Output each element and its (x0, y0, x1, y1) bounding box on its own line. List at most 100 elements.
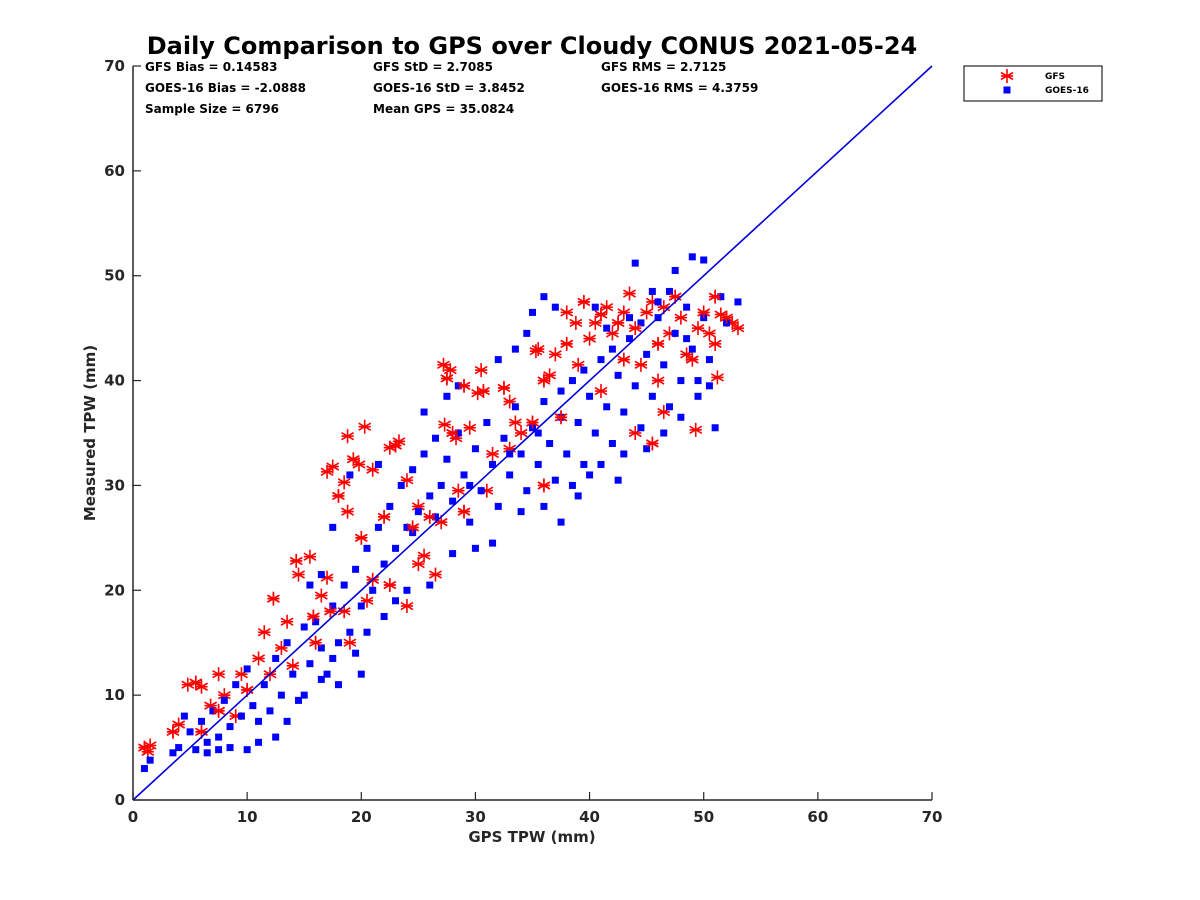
gfs-point (358, 419, 372, 434)
goes16-point (608, 439, 616, 447)
gfs-point-overlay (167, 725, 179, 738)
gfs-point-overlay (498, 381, 510, 394)
y-tick-label: 20 (104, 581, 125, 599)
goes16-point (180, 712, 188, 720)
goes16-point (551, 476, 559, 484)
goes16-point (363, 628, 371, 636)
goes16-point (694, 392, 702, 400)
goes16-point (511, 345, 519, 353)
goes16-point (220, 696, 228, 704)
gfs-point-overlay (477, 385, 490, 398)
goes16-point (232, 681, 240, 689)
gfs-point (257, 625, 271, 640)
goes16-point (346, 628, 354, 636)
goes16-point (215, 733, 223, 741)
goes16-point (357, 602, 365, 610)
goes16-point (626, 335, 634, 343)
goes16-point (414, 508, 422, 516)
goes16-point (289, 670, 297, 678)
gfs-point (691, 321, 705, 336)
y-tick-label: 50 (104, 267, 125, 285)
gfs-point (634, 357, 648, 372)
goes16-point (665, 403, 673, 411)
goes16-point (477, 487, 485, 495)
chart-title: Daily Comparison to GPS over Cloudy CONU… (147, 32, 918, 60)
gfs-point (548, 347, 562, 362)
gfs-point (531, 342, 545, 357)
gfs-point-overlay (310, 636, 322, 649)
goes16-point (420, 450, 428, 458)
x-tick-label: 70 (922, 808, 943, 826)
gfs-point (437, 357, 450, 372)
goes16-point (426, 492, 434, 500)
goes16-point (409, 466, 417, 474)
goes16-point (688, 345, 696, 353)
goes16-point (466, 518, 474, 526)
x-tick-label: 60 (807, 808, 828, 826)
gfs-point-overlay (629, 322, 641, 335)
gfs-point (400, 599, 414, 614)
x-tick-label: 0 (128, 808, 138, 826)
goes16-point (403, 586, 411, 594)
goes16-point (340, 581, 348, 589)
x-tick-label: 20 (351, 808, 372, 826)
gfs-point (252, 651, 266, 666)
stat-text: Mean GPS = 35.0824 (373, 102, 514, 116)
goes16-point (683, 335, 691, 343)
goes16-point (334, 681, 342, 689)
gfs-point-overlay (686, 353, 698, 366)
goes16-point (540, 293, 548, 301)
gfs-point-overlay (538, 374, 550, 387)
goes16-point (546, 439, 554, 447)
gfs-point (352, 457, 366, 472)
goes16-point (517, 508, 525, 516)
goes16-point (631, 382, 639, 390)
y-tick-label: 0 (115, 791, 125, 809)
goes16-point (243, 746, 251, 754)
goes16-point (255, 717, 263, 725)
goes16-point (563, 450, 571, 458)
goes16-point (620, 450, 628, 458)
goes16-point (517, 450, 525, 458)
gfs-point-overlay (332, 489, 345, 502)
y-tick-label: 30 (104, 476, 125, 494)
goes16-point (660, 361, 668, 369)
goes16-point (283, 639, 291, 647)
gfs-point-overlay (720, 311, 733, 324)
gfs-point (689, 422, 703, 437)
goes16-point (648, 287, 656, 295)
goes16-point (380, 613, 388, 620)
goes16-point (591, 429, 599, 437)
goes16-point (403, 523, 411, 531)
x-axis-label: GPS TPW (mm) (468, 828, 595, 846)
goes16-point (637, 319, 645, 327)
x-tick-label: 40 (579, 808, 600, 826)
goes16-point (551, 303, 559, 311)
gfs-point (474, 363, 488, 378)
goes16-point (186, 728, 194, 736)
goes16-point (380, 560, 388, 568)
goes16-point (249, 702, 257, 710)
goes16-point (643, 350, 651, 358)
goes16-point (614, 371, 622, 379)
goes16-point (226, 744, 234, 752)
goes16-point (346, 471, 354, 479)
gfs-point-overlay (612, 316, 624, 329)
goes16-point (694, 377, 702, 385)
goes16-point (540, 398, 548, 406)
y-tick-label: 70 (104, 57, 125, 75)
goes16-point (420, 408, 428, 416)
goes16-point (146, 756, 154, 764)
legend-goes16-label: GOES-16 (1045, 86, 1089, 96)
goes16-point (705, 356, 713, 364)
goes16-point (643, 445, 651, 453)
goes16-point (140, 765, 148, 773)
goes16-point (317, 571, 325, 579)
goes16-point (203, 749, 211, 757)
gfs-point (569, 315, 583, 330)
goes16-point (580, 366, 588, 374)
goes16-point (471, 544, 479, 552)
goes16-point (534, 429, 542, 437)
